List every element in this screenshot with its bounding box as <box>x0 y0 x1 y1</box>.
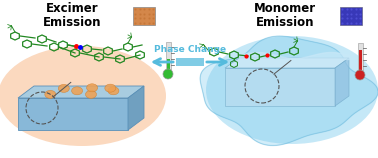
Polygon shape <box>18 98 128 130</box>
Bar <box>358 43 363 71</box>
Text: Phase Change: Phase Change <box>154 45 226 54</box>
Polygon shape <box>335 58 349 106</box>
Ellipse shape <box>0 46 166 146</box>
Ellipse shape <box>71 87 83 95</box>
Text: Excimer
Emission: Excimer Emission <box>43 2 101 30</box>
Bar <box>166 42 170 70</box>
Text: Monomer
Emission: Monomer Emission <box>254 2 316 30</box>
Ellipse shape <box>87 84 98 92</box>
Circle shape <box>355 70 365 80</box>
Circle shape <box>163 69 173 79</box>
Ellipse shape <box>45 90 56 98</box>
Ellipse shape <box>105 84 116 92</box>
Ellipse shape <box>58 84 69 92</box>
Polygon shape <box>225 68 335 106</box>
Polygon shape <box>225 58 349 68</box>
Bar <box>358 50 361 71</box>
Bar <box>340 7 362 25</box>
Bar <box>166 59 169 70</box>
Ellipse shape <box>206 36 378 144</box>
Ellipse shape <box>108 87 119 95</box>
Polygon shape <box>18 86 144 98</box>
Ellipse shape <box>85 90 96 98</box>
Bar <box>133 7 155 25</box>
Polygon shape <box>200 36 378 146</box>
Bar <box>176 58 204 66</box>
Polygon shape <box>128 86 144 130</box>
